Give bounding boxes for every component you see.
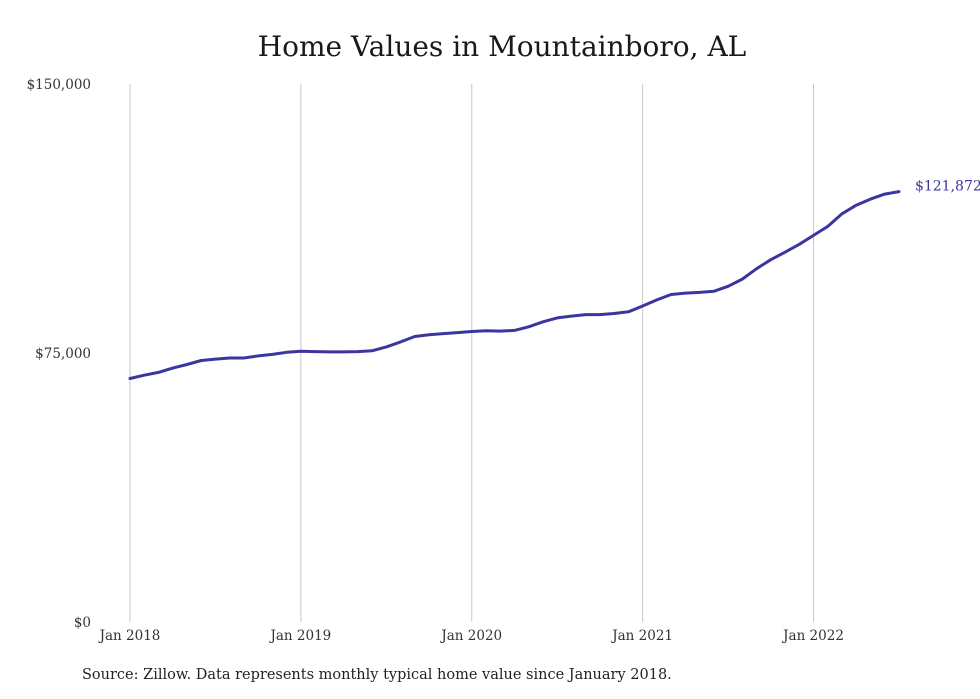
source-note: Source: Zillow. Data represents monthly … [82,667,672,683]
gridlines [129,84,815,622]
y-tick-label: $75,000 [35,346,91,362]
x-axis-ticks: Jan 2018 Jan 2019 Jan 2020 Jan 2021 Jan 2022 [98,628,844,644]
y-axis-ticks: $0 $75,000 $150,000 [27,77,91,631]
y-tick-label: $0 [74,615,91,631]
chart-title: Home Values in Mountainboro, AL [257,30,747,63]
x-tick-label: Jan 2018 [98,628,161,644]
series-line-home-value [128,190,901,380]
x-tick-label: Jan 2021 [610,628,673,644]
y-tick-label: $150,000 [27,77,91,93]
x-tick-label: Jan 2019 [268,628,331,644]
end-value-label: $121,872 [915,179,980,195]
x-tick-label: Jan 2022 [781,628,844,644]
x-tick-label: Jan 2020 [439,628,502,644]
